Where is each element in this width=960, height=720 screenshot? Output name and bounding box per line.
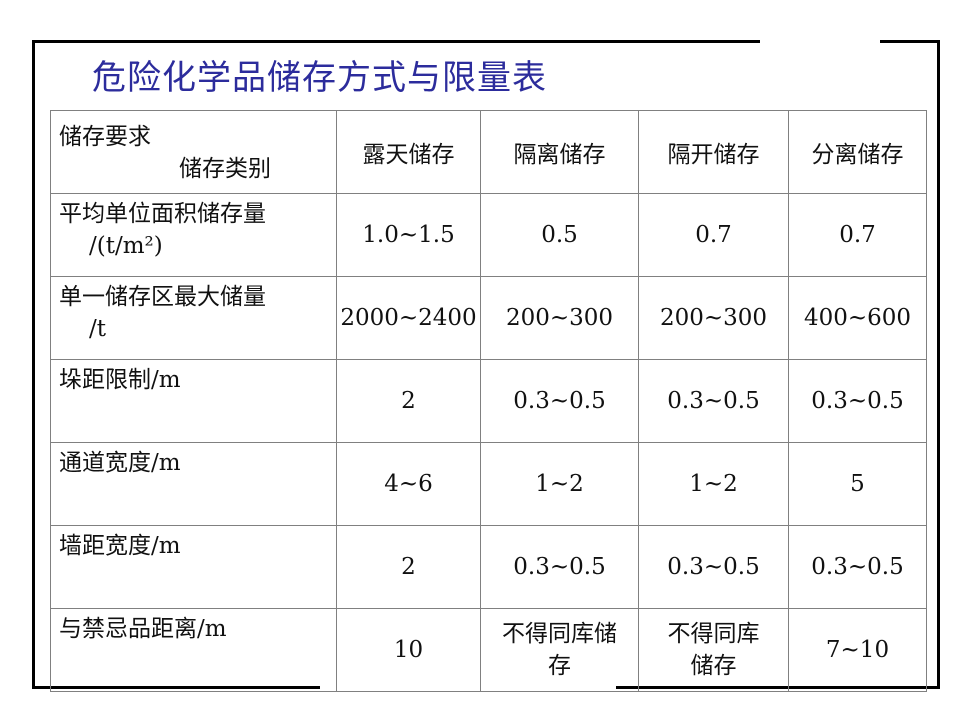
- table-cell: 10: [336, 608, 481, 692]
- row-label-line1: 单一储存区最大储量: [59, 284, 266, 310]
- row-label-line2: /t: [89, 316, 106, 342]
- row-label: 平均单位面积储存量 /(t/m²): [50, 193, 337, 277]
- cell-line: 存: [548, 653, 571, 679]
- row-label: 墙距宽度/m: [50, 525, 337, 609]
- column-header: 分离储存: [788, 110, 927, 194]
- column-header: 露天储存: [336, 110, 481, 194]
- table-cell: 0.3~0.5: [638, 359, 789, 443]
- column-header: 隔离储存: [480, 110, 639, 194]
- table-cell: 不得同库 储存: [638, 608, 789, 692]
- corner-bottom-label: 储存类别: [179, 156, 271, 182]
- table-cell: 0.3~0.5: [480, 525, 639, 609]
- frame-right: [937, 40, 940, 688]
- table-cell: 0.3~0.5: [480, 359, 639, 443]
- frame-left: [32, 40, 35, 688]
- table-cell: 0.3~0.5: [638, 525, 789, 609]
- table-row: 通道宽度/m 4~6 1~2 1~2 5: [50, 442, 927, 526]
- table-cell: 400~600: [788, 276, 927, 360]
- table-cell: 不得同库储 存: [480, 608, 639, 692]
- cell-line: 10: [393, 637, 424, 663]
- table-cell: 200~300: [638, 276, 789, 360]
- table-row: 墙距宽度/m 2 0.3~0.5 0.3~0.5 0.3~0.5: [50, 525, 927, 609]
- table-cell: 5: [788, 442, 927, 526]
- table-cell: 0.5: [480, 193, 639, 277]
- table-cell: 1.0~1.5: [336, 193, 481, 277]
- table-row: 平均单位面积储存量 /(t/m²) 1.0~1.5 0.5 0.7 0.7: [50, 193, 927, 277]
- page-title: 危险化学品储存方式与限量表: [92, 58, 547, 98]
- table-cell: 1~2: [638, 442, 789, 526]
- row-label-line2: /(t/m²): [89, 233, 163, 259]
- storage-limit-table: 储存要求 储存类别 露天储存 隔离储存 隔开储存 分离储存 平均单位面积储存量 …: [50, 110, 927, 692]
- table-cell: 0.3~0.5: [788, 359, 927, 443]
- table-row: 单一储存区最大储量 /t 2000~2400 200~300 200~300 4…: [50, 276, 927, 360]
- column-header: 隔开储存: [638, 110, 789, 194]
- table-row: 与禁忌品距离/m 10 不得同库储 存 不得同库 储存 7~10: [50, 608, 927, 692]
- table-cell: 4~6: [336, 442, 481, 526]
- frame-top-left: [32, 40, 760, 43]
- table-cell: 2: [336, 359, 481, 443]
- row-label: 通道宽度/m: [50, 442, 337, 526]
- table-cell: 0.7: [788, 193, 927, 277]
- row-label: 垛距限制/m: [50, 359, 337, 443]
- corner-cell: 储存要求 储存类别: [50, 110, 337, 194]
- table-cell: 2000~2400: [336, 276, 481, 360]
- table-cell: 2: [336, 525, 481, 609]
- table-cell: 0.7: [638, 193, 789, 277]
- table-row: 垛距限制/m 2 0.3~0.5 0.3~0.5 0.3~0.5: [50, 359, 927, 443]
- cell-line: 不得同库: [667, 621, 760, 647]
- header-row: 储存要求 储存类别 露天储存 隔离储存 隔开储存 分离储存: [50, 110, 927, 194]
- table-cell: 7~10: [788, 608, 927, 692]
- table-cell: 200~300: [480, 276, 639, 360]
- table-cell: 1~2: [480, 442, 639, 526]
- cell-line: 7~10: [825, 637, 890, 663]
- row-label-line1: 平均单位面积储存量: [59, 201, 266, 227]
- cell-line: 储存: [690, 653, 737, 679]
- corner-top-label: 储存要求: [59, 124, 151, 150]
- table-cell: 0.3~0.5: [788, 525, 927, 609]
- row-label: 单一储存区最大储量 /t: [50, 276, 337, 360]
- frame-top-right: [880, 40, 940, 43]
- row-label: 与禁忌品距离/m: [50, 608, 337, 692]
- cell-line: 不得同库储: [502, 621, 617, 647]
